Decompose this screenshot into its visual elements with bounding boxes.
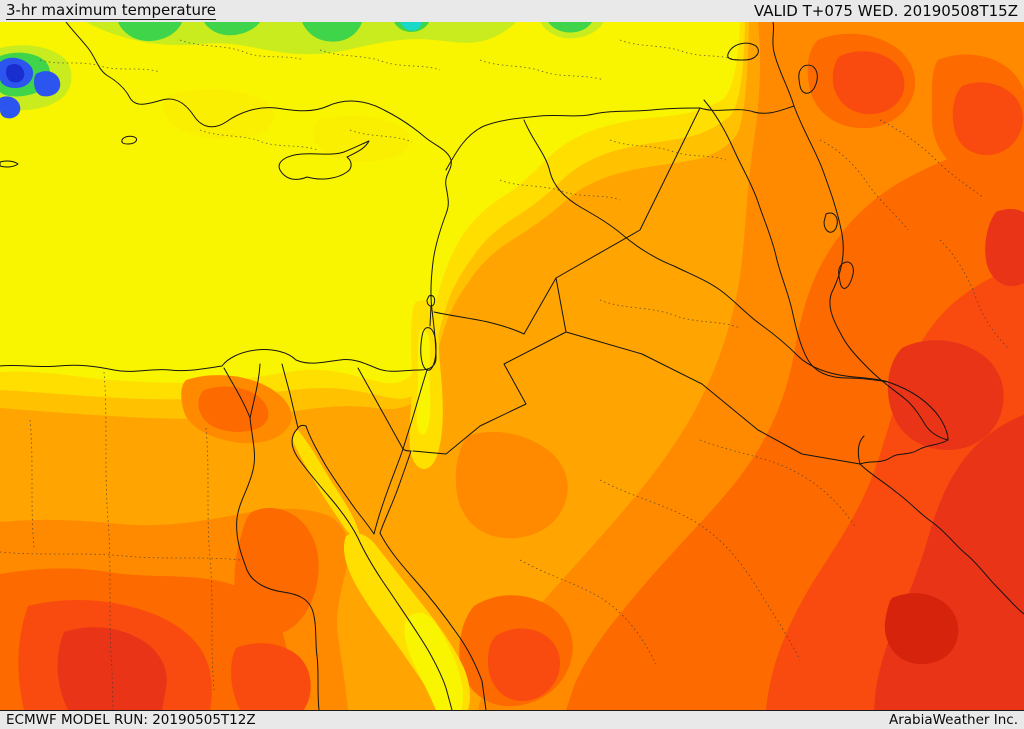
south-egypt-red-core-2 [231, 643, 311, 710]
credit-label: ArabiaWeather Inc. [888, 712, 1018, 728]
cyan-spot [400, 22, 422, 31]
admin-line [479, 59, 605, 81]
nile-rosetta-branch [223, 367, 251, 419]
turkey-iran-border [772, 22, 795, 107]
turkey-syria-border [445, 107, 701, 171]
admin-line [619, 39, 737, 61]
anatolia-warm-patch-2 [312, 115, 411, 162]
zagros-edge-dark-spot [985, 208, 1024, 287]
cool-anomalies [0, 22, 604, 710]
jordan-river [429, 305, 432, 327]
admin-line [349, 129, 413, 143]
admin-line [819, 139, 909, 231]
admin-line [699, 439, 857, 529]
green-spot-3 [302, 22, 362, 42]
gulf-of-suez-cool-streak [293, 430, 360, 537]
south-egypt-darkest [57, 627, 167, 710]
central-saudi-red-core [488, 628, 561, 702]
green-spot-2 [204, 22, 260, 36]
admin-line [103, 371, 114, 710]
wadi-araba-border [402, 369, 428, 450]
east-turkey-red-core-2 [952, 82, 1023, 156]
euphrates-river [523, 119, 889, 383]
anatolia-warm-patch [163, 88, 275, 139]
turkey-levant-egypt-coastline [0, 22, 452, 372]
footer-bar: ECMWF MODEL RUN: 20190505T12Z ArabiaWeat… [0, 710, 1024, 729]
gulf-of-aqaba-head [402, 448, 412, 452]
green-spot-1 [118, 22, 182, 42]
syria-iraq-border [555, 107, 701, 279]
temperature-map [0, 22, 1024, 710]
syria-jordan-border [433, 277, 557, 335]
nile-damietta-branch [249, 363, 261, 419]
temperature-field [0, 22, 1024, 710]
iran-iraq-border [793, 105, 949, 441]
cairo-hot-core [198, 386, 269, 432]
sinai-aqaba-shore [373, 448, 404, 535]
model-run-label: ECMWF MODEL RUN: 20190505T12Z [6, 712, 256, 728]
saudi-iraq-border [565, 331, 861, 465]
zagros-lake-2 [838, 261, 854, 289]
admin-line [205, 427, 215, 691]
cyprus-outline [278, 140, 370, 180]
admin-line [599, 299, 741, 329]
green-spot-5 [548, 22, 592, 33]
coastlines-and-borders [0, 22, 1024, 710]
valid-time-label: VALID T+075 WED. 20190508T15Z [753, 2, 1018, 20]
admin-line [319, 49, 441, 71]
admin-line [609, 139, 727, 161]
east-turkey-red-core-1 [832, 51, 905, 115]
jordan-saudi-border [412, 331, 567, 455]
dark-red-mesopotamia-blob [887, 340, 1004, 450]
dark-blue-core [5, 64, 25, 83]
turkey-iraq-border [699, 105, 795, 114]
crete-island [0, 160, 19, 168]
header-bar: 3-hr maximum temperature VALID T+075 WED… [0, 0, 1024, 22]
lake-van [727, 42, 759, 61]
jordan-iraq-border [555, 277, 567, 333]
persian-gulf-coastline [859, 439, 1024, 615]
rhodes-island [121, 135, 137, 145]
arabia-red-sea-coastline [379, 532, 487, 710]
nile-river [236, 417, 320, 710]
nile-valley-hot-tongue [234, 508, 319, 635]
admin-line [179, 39, 305, 61]
sea-of-galilee [426, 295, 436, 307]
tigris-river [703, 99, 949, 441]
admin-line [879, 119, 985, 199]
admin-line [199, 129, 319, 151]
gulf-of-suez-head [297, 424, 307, 429]
deepest-red-core [884, 593, 959, 665]
admin-line [939, 239, 1009, 349]
admin-line [499, 179, 621, 201]
blue-spot-3 [0, 96, 21, 119]
suez-canal [281, 363, 299, 429]
blue-spot-2 [34, 71, 61, 97]
map-title: 3-hr maximum temperature [6, 0, 217, 21]
admin-boundaries [0, 39, 1009, 710]
nw-saudi-heat-blob [455, 431, 568, 539]
sinai-suez-shore [305, 425, 375, 535]
africa-red-sea-coastline [291, 427, 453, 710]
zagros-lake-1 [823, 212, 838, 233]
kuwait-border [857, 435, 865, 465]
admin-line [29, 419, 35, 549]
israel-egypt-border [357, 367, 404, 450]
arabia-aqaba-shore [379, 450, 412, 534]
lake-urmia [798, 64, 818, 94]
